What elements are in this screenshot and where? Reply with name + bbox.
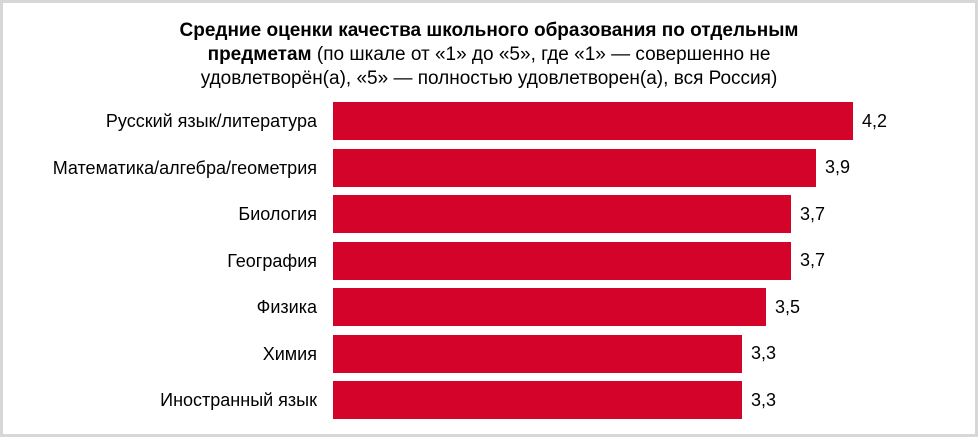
- value-label: 3,3: [751, 343, 777, 363]
- bar-track: 3,5: [333, 288, 975, 326]
- chart-title-bold: Средние оценки качества школьного образо…: [179, 20, 799, 65]
- bar-row: Химия 3,3: [3, 334, 975, 373]
- category-label: Биология: [238, 204, 317, 224]
- bar: [333, 241, 791, 280]
- category-label: Физика: [256, 297, 317, 317]
- bar-track: 4,2: [333, 102, 975, 140]
- bar-row: Русский язык/литература 4,2: [3, 102, 975, 140]
- chart-title-subtitle: (по шкале от «1» до «5», где «1» — совер…: [200, 44, 778, 89]
- bar: [333, 148, 816, 187]
- category-label: География: [227, 250, 317, 271]
- value-label: 3,7: [800, 250, 826, 270]
- category-label: Русский язык/литература: [105, 111, 317, 131]
- bar: [333, 195, 791, 233]
- bar: [333, 334, 742, 373]
- category-label: Математика/алгебра/геометрия: [52, 157, 317, 178]
- bar: [333, 288, 766, 326]
- chart-title: Средние оценки качества школьного образо…: [133, 3, 845, 91]
- bar-row: Иностранный язык 3,3: [3, 381, 975, 419]
- bar-track: 3,7: [333, 195, 975, 233]
- bar-track: 3,3: [333, 334, 975, 373]
- bar-row: Биология 3,7: [3, 195, 975, 233]
- value-label: 4,2: [862, 110, 888, 131]
- value-label: 3,5: [775, 296, 801, 317]
- value-label: 3,3: [751, 389, 777, 410]
- bar-row: Математика/алгебра/геометрия 3,9: [3, 148, 975, 187]
- bar-track: 3,3: [333, 381, 975, 419]
- bar-track: 3,9: [333, 148, 975, 187]
- bar-row: География 3,7: [3, 241, 975, 280]
- category-label: Химия: [262, 343, 317, 364]
- category-label: Иностранный язык: [160, 390, 317, 410]
- bar: [333, 381, 742, 419]
- value-label: 3,7: [800, 203, 826, 224]
- bar-chart: Русский язык/литература 4,2 Математика/а…: [3, 102, 975, 419]
- bar: [333, 102, 853, 140]
- bar-row: Физика 3,5: [3, 288, 975, 326]
- value-label: 3,9: [825, 157, 851, 177]
- bar-track: 3,7: [333, 241, 975, 280]
